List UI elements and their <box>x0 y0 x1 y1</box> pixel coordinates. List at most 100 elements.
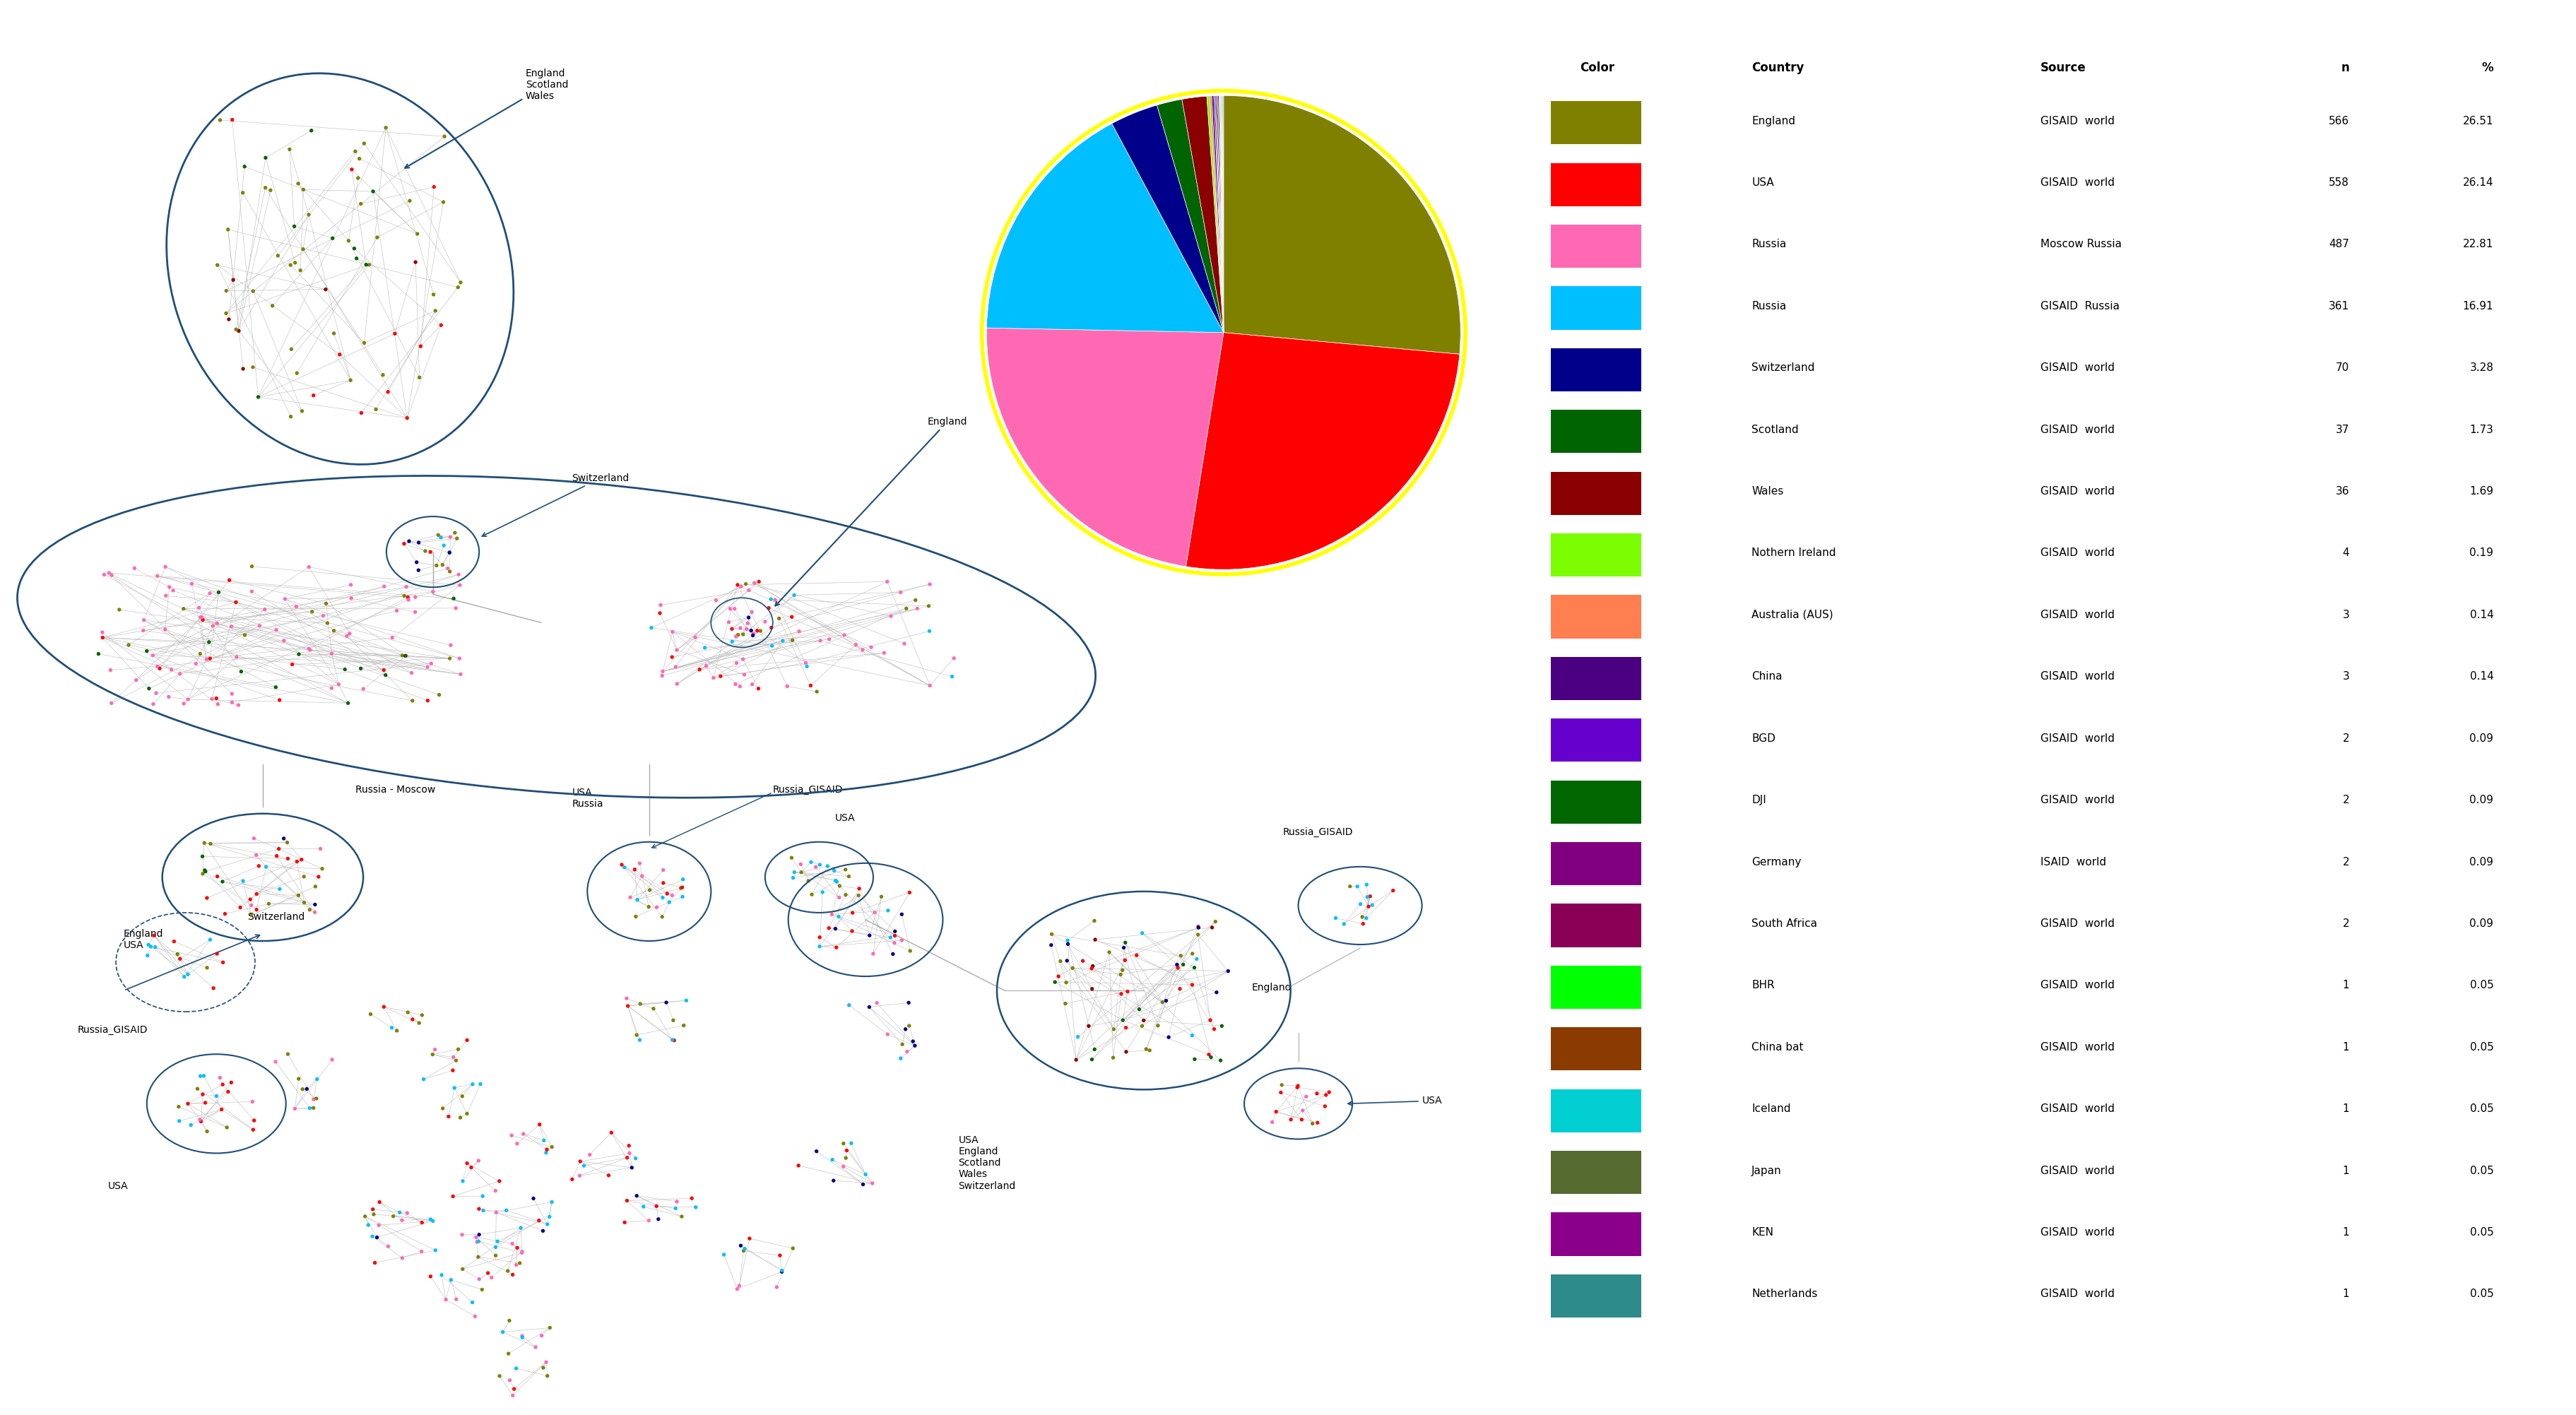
Point <box>193 976 234 999</box>
Point <box>263 630 304 652</box>
Point <box>603 1211 644 1234</box>
Point <box>799 925 840 948</box>
Point <box>726 573 768 596</box>
Point <box>1340 893 1381 916</box>
FancyBboxPatch shape <box>1551 719 1641 761</box>
Point <box>144 618 185 641</box>
Point <box>616 1184 657 1207</box>
Text: GISAID  world: GISAID world <box>2040 981 2115 990</box>
Text: 0.05: 0.05 <box>2470 1227 2494 1238</box>
Point <box>191 647 232 669</box>
Point <box>1072 978 1113 1000</box>
FancyBboxPatch shape <box>1551 596 1641 638</box>
Point <box>641 859 683 882</box>
Point <box>90 692 131 715</box>
Point <box>196 611 237 634</box>
Point <box>428 558 469 580</box>
Point <box>716 624 757 647</box>
Point <box>1123 1009 1164 1032</box>
Point <box>641 665 683 688</box>
Point <box>340 402 381 424</box>
Point <box>724 1240 765 1262</box>
Point <box>435 597 477 620</box>
Point <box>82 563 124 586</box>
Point <box>353 1225 394 1248</box>
Point <box>340 192 381 215</box>
Point <box>1283 1099 1324 1122</box>
Wedge shape <box>1218 96 1224 333</box>
Point <box>366 116 407 139</box>
Point <box>531 1136 572 1159</box>
Point <box>412 175 453 198</box>
Text: BHR: BHR <box>1752 981 1775 990</box>
Point <box>232 580 273 603</box>
Point <box>551 1167 592 1190</box>
Point <box>495 1357 536 1380</box>
Point <box>258 245 299 267</box>
Point <box>415 300 456 323</box>
Point <box>417 683 459 706</box>
Point <box>814 869 855 891</box>
Point <box>209 1081 250 1104</box>
Point <box>502 1324 544 1347</box>
Point <box>1293 1112 1334 1135</box>
FancyBboxPatch shape <box>1551 286 1641 330</box>
Point <box>167 688 209 710</box>
Point <box>196 865 237 887</box>
Point <box>881 903 922 925</box>
Point <box>1342 913 1383 935</box>
Point <box>180 642 222 665</box>
Point <box>294 1088 335 1111</box>
Point <box>216 591 258 614</box>
Point <box>412 1210 453 1232</box>
Point <box>696 589 737 611</box>
Text: 0.05: 0.05 <box>2470 1104 2494 1114</box>
Point <box>415 1039 456 1061</box>
Point <box>933 647 974 669</box>
Point <box>330 369 371 392</box>
Point <box>278 884 319 907</box>
Point <box>422 533 464 556</box>
Text: Japan: Japan <box>1752 1166 1783 1176</box>
Point <box>152 658 193 681</box>
Point <box>270 338 312 361</box>
Point <box>752 634 793 657</box>
Point <box>355 1225 397 1248</box>
Point <box>1036 971 1077 993</box>
Text: Country: Country <box>1752 62 1803 75</box>
Wedge shape <box>1216 96 1224 333</box>
Text: GISAID  world: GISAID world <box>2040 1289 2115 1299</box>
Wedge shape <box>1221 96 1224 333</box>
Point <box>685 655 726 678</box>
Point <box>219 896 260 918</box>
Point <box>1092 1046 1133 1068</box>
Point <box>268 139 309 161</box>
Point <box>77 642 118 665</box>
Point <box>621 865 662 887</box>
Point <box>422 1097 464 1119</box>
Point <box>1337 874 1378 897</box>
Point <box>415 1240 456 1262</box>
FancyBboxPatch shape <box>1551 1090 1641 1132</box>
Point <box>178 596 219 618</box>
Text: Switzerland: Switzerland <box>1752 362 1816 374</box>
Point <box>799 853 840 876</box>
Point <box>412 283 453 306</box>
Point <box>647 990 688 1013</box>
Point <box>1175 1049 1216 1071</box>
Point <box>796 1140 837 1163</box>
Point <box>157 1095 198 1118</box>
Point <box>479 1170 520 1193</box>
Point <box>909 675 951 698</box>
Text: England: England <box>1752 116 1795 126</box>
Point <box>662 1206 703 1228</box>
Point <box>657 1190 698 1213</box>
Wedge shape <box>1182 96 1224 333</box>
Point <box>183 859 224 882</box>
FancyBboxPatch shape <box>1551 410 1641 453</box>
Point <box>796 856 837 879</box>
Point <box>631 617 672 640</box>
Point <box>222 661 263 683</box>
Text: 2: 2 <box>2342 795 2349 805</box>
Point <box>757 1276 799 1299</box>
